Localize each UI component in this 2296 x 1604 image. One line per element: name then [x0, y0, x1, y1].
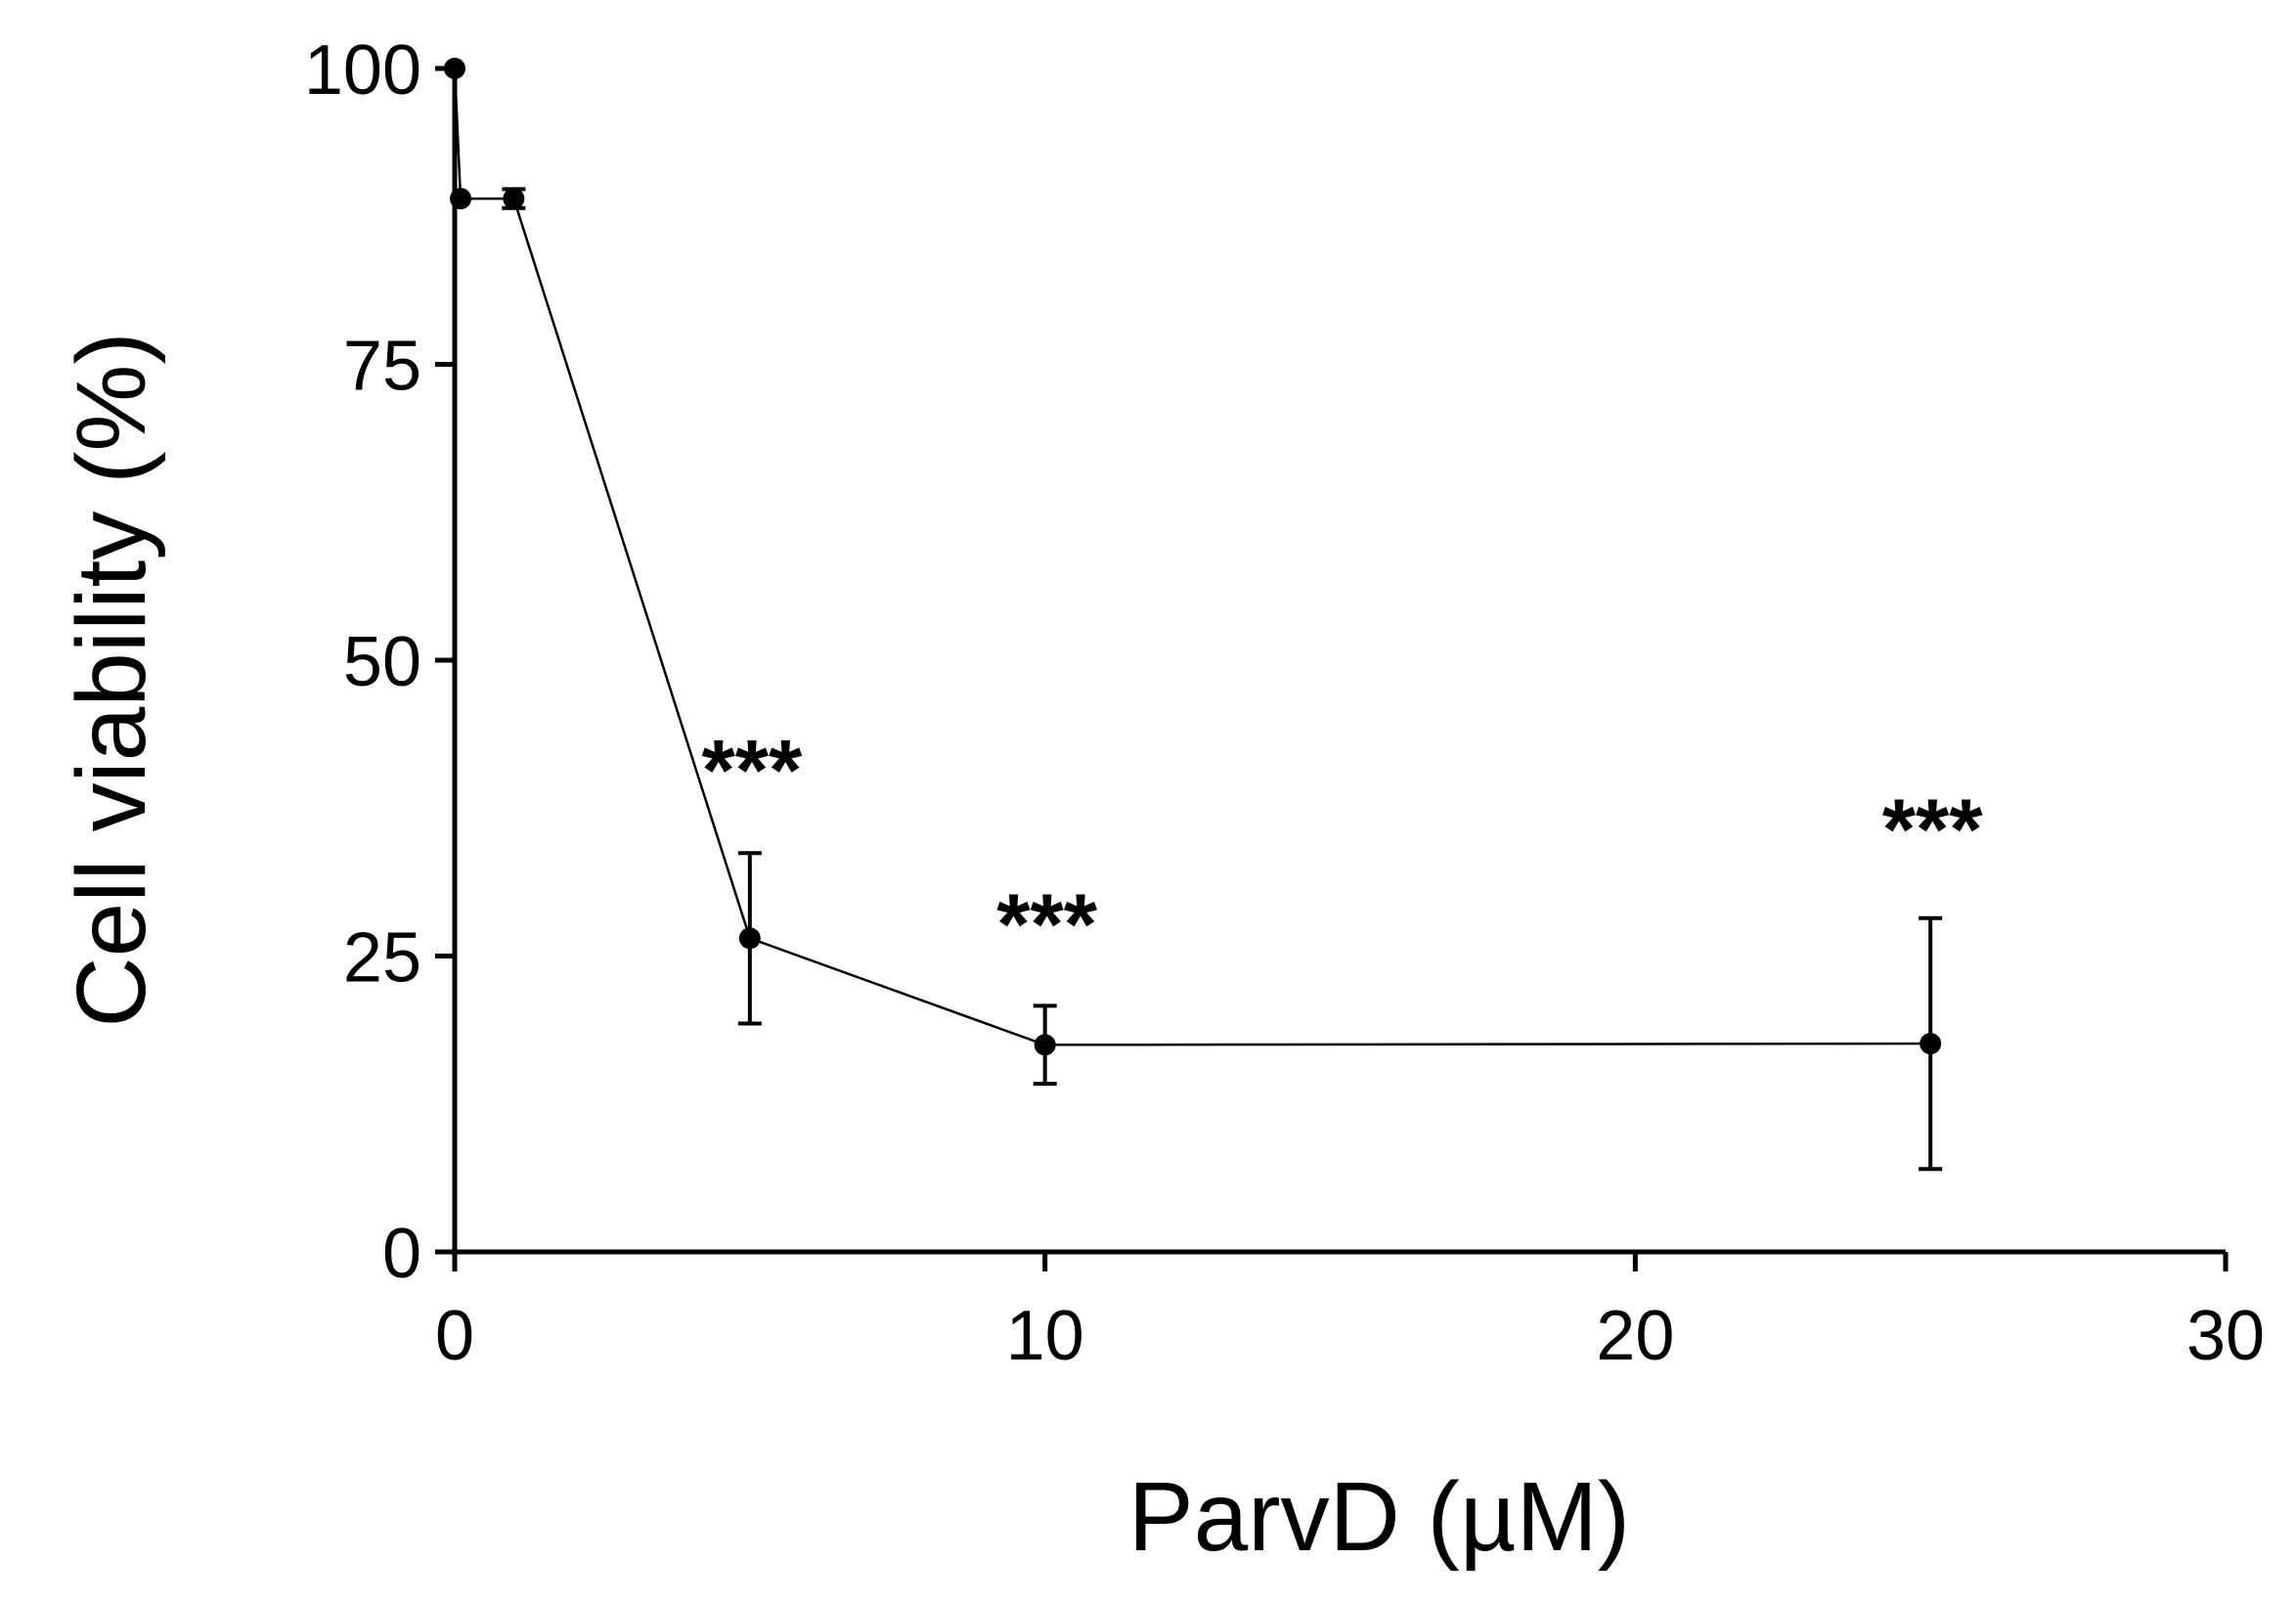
y-tick-label: 25	[343, 919, 421, 998]
significance-label: ***	[701, 722, 802, 819]
x-tick-label: 10	[1006, 1297, 1084, 1375]
y-tick-label: 0	[382, 1215, 421, 1293]
y-tick-label: 100	[304, 31, 421, 110]
x-axis-label: ParvD (µM)	[1128, 1462, 1630, 1572]
data-point	[1920, 1033, 1942, 1055]
ticks: 0 10 20 30 0 25 50 75 100	[304, 31, 2265, 1375]
significance-label: ***	[996, 875, 1097, 972]
series-line	[453, 67, 1931, 1047]
data-point	[738, 927, 761, 950]
data-point	[1034, 1034, 1056, 1056]
data-point	[444, 58, 465, 79]
x-tick-label: 20	[1596, 1297, 1674, 1375]
x-tick-label: 0	[435, 1297, 474, 1375]
y-tick-label: 75	[343, 328, 421, 406]
y-axis-label: Cell viability (%)	[57, 332, 166, 1027]
x-tick-label: 30	[2186, 1297, 2265, 1375]
y-tick-label: 50	[343, 623, 421, 701]
significance-label: ***	[1882, 780, 1983, 877]
axes	[452, 68, 2226, 1255]
annotations: *** *** ***	[701, 722, 1983, 972]
data-point	[450, 188, 472, 210]
data-point	[503, 188, 525, 210]
series	[444, 58, 1943, 1172]
